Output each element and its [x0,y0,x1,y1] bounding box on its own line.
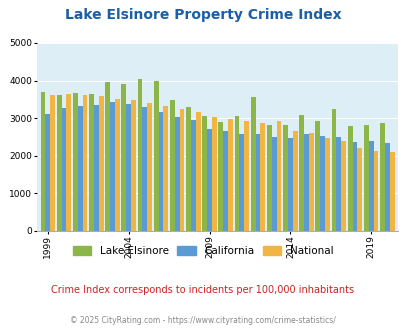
Bar [62,108,66,231]
Bar [82,95,87,231]
Text: © 2025 CityRating.com - https://www.cityrating.com/crime-statistics/: © 2025 CityRating.com - https://www.city… [70,316,335,325]
Text: Lake Elsinore Property Crime Index: Lake Elsinore Property Crime Index [64,8,341,22]
Bar [324,138,329,231]
Bar [244,121,249,231]
Bar [336,137,341,231]
Bar [50,95,55,231]
Bar [255,134,260,231]
Text: Crime Index corresponds to incidents per 100,000 inhabitants: Crime Index corresponds to incidents per… [51,285,354,295]
Bar [211,117,216,231]
Bar [190,120,195,231]
Bar [271,137,276,231]
Bar [287,138,292,231]
Bar [331,110,336,231]
Bar [131,100,136,231]
Bar [94,105,98,231]
Bar [379,123,384,231]
Bar [260,123,264,231]
Bar [163,106,168,231]
Bar [228,119,232,231]
Bar [207,129,211,231]
Bar [234,116,239,231]
Bar [384,143,389,231]
Bar [57,95,62,231]
Bar [78,106,82,231]
Bar [282,124,287,231]
Bar [121,83,126,231]
Bar [115,99,119,231]
Bar [389,152,394,231]
Bar [98,96,103,231]
Bar [292,131,297,231]
Bar [218,122,223,231]
Bar [110,102,115,231]
Bar [266,125,271,231]
Bar [356,148,361,231]
Bar [66,94,71,231]
Bar [303,134,308,231]
Bar [126,104,131,231]
Bar [179,110,184,231]
Legend: Lake Elsinore, California, National: Lake Elsinore, California, National [68,242,337,260]
Bar [347,126,352,231]
Bar [250,97,255,231]
Bar [320,136,324,231]
Bar [363,125,368,231]
Bar [105,82,110,231]
Bar [315,121,320,231]
Bar [239,134,244,231]
Bar [223,131,228,231]
Bar [373,151,377,231]
Bar [368,141,373,231]
Bar [142,107,147,231]
Bar [202,116,207,231]
Bar [352,142,356,231]
Bar [158,112,163,231]
Bar [174,117,179,231]
Bar [308,133,313,231]
Bar [298,115,303,231]
Bar [45,114,50,231]
Bar [73,93,78,231]
Bar [185,107,190,231]
Bar [137,79,142,231]
Bar [147,104,152,231]
Bar [276,121,281,231]
Bar [40,92,45,231]
Bar [153,81,158,231]
Bar [170,100,174,231]
Bar [341,141,345,231]
Bar [195,112,200,231]
Bar [89,94,94,231]
